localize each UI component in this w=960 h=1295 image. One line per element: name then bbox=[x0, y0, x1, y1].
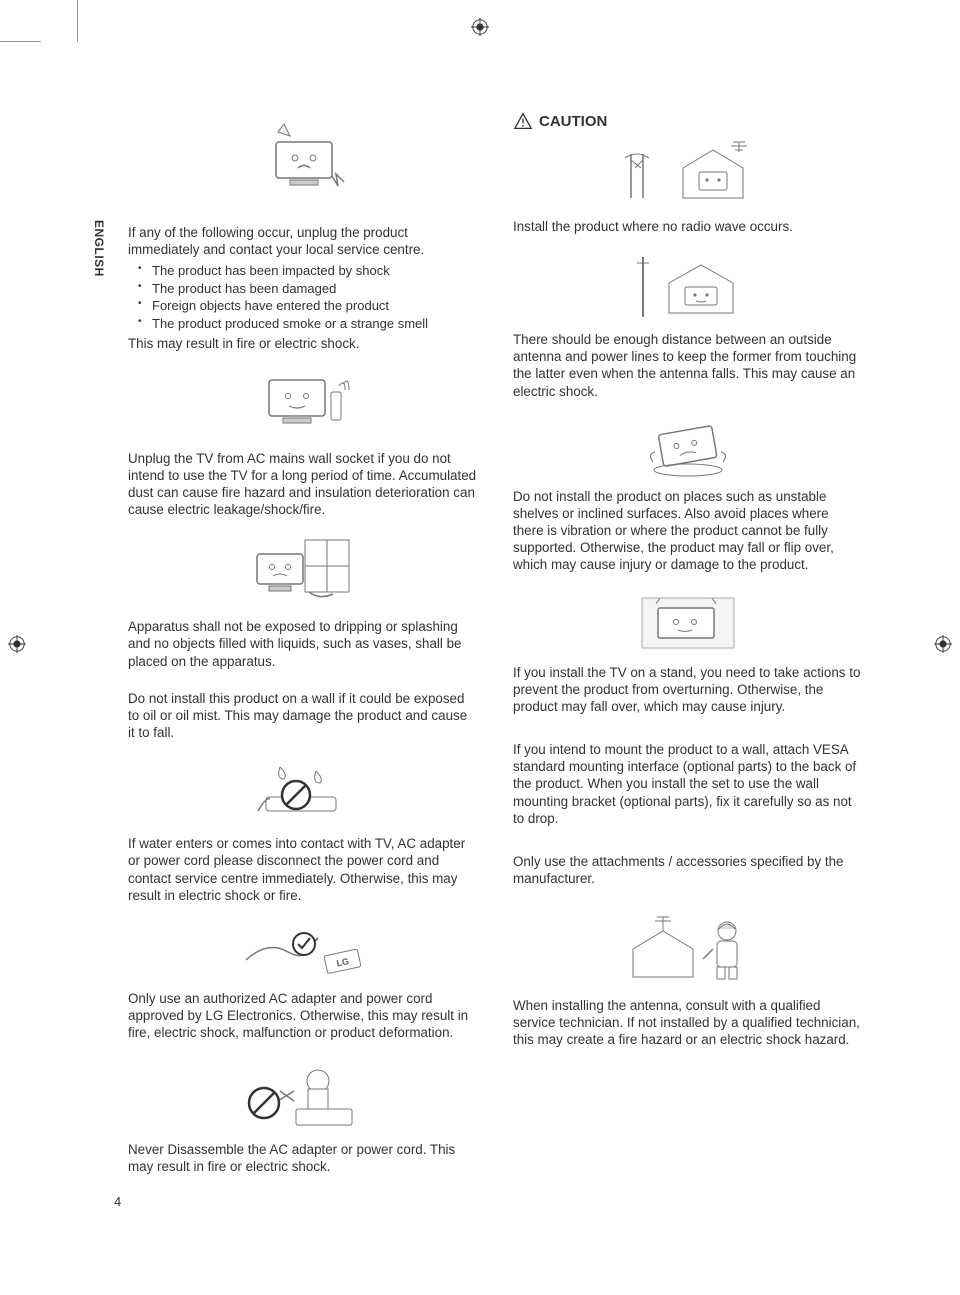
illustration-wall-stand bbox=[513, 590, 862, 656]
bullet-item: Foreign objects have entered the product bbox=[142, 297, 477, 315]
bullet-item: The product produced smoke or a strange … bbox=[142, 315, 477, 333]
para-fire-shock: This may result in fire or electric shoc… bbox=[128, 335, 477, 352]
caution-heading: CAUTION bbox=[513, 112, 862, 130]
illustration-window-tv bbox=[128, 534, 477, 606]
para-antenna-distance: There should be enough distance between … bbox=[513, 331, 862, 400]
illustration-antenna-house bbox=[513, 251, 862, 323]
illustration-tv-remote bbox=[128, 368, 477, 432]
right-column: CAUTION Install the product where no rad… bbox=[513, 112, 862, 1188]
para-no-oil-wall: Do not install this product on a wall if… bbox=[128, 690, 477, 741]
bullet-list: The product has been impacted by shock T… bbox=[142, 262, 477, 332]
para-unstable-shelf: Do not install the product on places suc… bbox=[513, 488, 862, 574]
bullet-item: The product has been damaged bbox=[142, 280, 477, 298]
caution-label: CAUTION bbox=[539, 113, 607, 130]
para-stand-overturn: If you install the TV on a stand, you ne… bbox=[513, 664, 862, 715]
para-unplug-longtime: Unplug the TV from AC mains wall socket … bbox=[128, 450, 477, 519]
crop-mark-vertical bbox=[77, 0, 78, 42]
para-qualified-technician: When installing the antenna, consult wit… bbox=[513, 997, 862, 1048]
illustration-unstable-shelf bbox=[513, 416, 862, 480]
illustration-radio-house bbox=[513, 140, 862, 210]
crop-mark-horizontal bbox=[0, 41, 41, 42]
para-never-disassemble: Never Disassemble the AC adapter or powe… bbox=[128, 1141, 477, 1175]
para-authorized-adapter: Only use an authorized AC adapter and po… bbox=[128, 990, 477, 1041]
illustration-no-oil bbox=[128, 757, 477, 823]
page-number: 4 bbox=[114, 1194, 121, 1209]
svg-text:LG: LG bbox=[335, 956, 349, 968]
para-radio-wave: Install the product where no radio wave … bbox=[513, 218, 862, 235]
register-mark-top bbox=[471, 18, 489, 36]
para-no-liquids: Apparatus shall not be exposed to drippi… bbox=[128, 618, 477, 669]
illustration-damaged-tv bbox=[128, 116, 477, 194]
illustration-lg-adapter: LG bbox=[128, 920, 477, 982]
para-water-contact: If water enters or comes into contact wi… bbox=[128, 835, 477, 904]
left-column: If any of the following occur, unplug th… bbox=[128, 112, 477, 1188]
register-mark-left bbox=[8, 635, 26, 653]
bullet-item: The product has been impacted by shock bbox=[142, 262, 477, 280]
register-mark-right bbox=[934, 635, 952, 653]
para-vesa-mount: If you intend to mount the product to a … bbox=[513, 741, 862, 827]
illustration-no-disassemble bbox=[128, 1057, 477, 1133]
illustration-technician bbox=[513, 909, 862, 989]
warning-triangle-icon bbox=[513, 112, 533, 130]
page-content: If any of the following occur, unplug th… bbox=[128, 112, 862, 1188]
para-unplug-contact: If any of the following occur, unplug th… bbox=[128, 224, 477, 258]
para-attachments: Only use the attachments / accessories s… bbox=[513, 853, 862, 887]
language-tab: ENGLISH bbox=[92, 220, 106, 277]
